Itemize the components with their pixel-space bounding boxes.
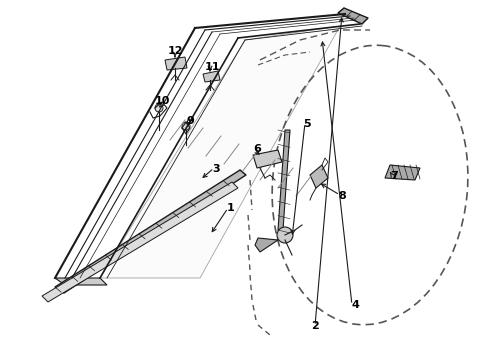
Text: 5: 5 — [303, 119, 311, 129]
Polygon shape — [385, 165, 420, 180]
Text: 1: 1 — [227, 203, 235, 213]
Text: 7: 7 — [390, 171, 398, 181]
Polygon shape — [310, 165, 328, 188]
Text: 6: 6 — [253, 144, 261, 154]
Text: 3: 3 — [212, 164, 220, 174]
Circle shape — [277, 227, 293, 243]
Polygon shape — [203, 71, 220, 82]
Text: 4: 4 — [351, 300, 359, 310]
Polygon shape — [278, 130, 290, 230]
Text: 9: 9 — [186, 116, 194, 126]
Polygon shape — [255, 238, 278, 252]
Circle shape — [155, 104, 163, 112]
Circle shape — [182, 122, 190, 130]
Polygon shape — [165, 57, 187, 70]
Polygon shape — [55, 278, 107, 285]
Polygon shape — [55, 170, 246, 293]
Text: 12: 12 — [167, 46, 183, 56]
Text: 8: 8 — [338, 191, 346, 201]
Text: 10: 10 — [154, 96, 170, 106]
Polygon shape — [338, 8, 368, 24]
Text: 11: 11 — [204, 62, 220, 72]
Text: 2: 2 — [311, 321, 319, 331]
Polygon shape — [100, 26, 340, 278]
Polygon shape — [253, 150, 282, 168]
Polygon shape — [42, 182, 238, 302]
